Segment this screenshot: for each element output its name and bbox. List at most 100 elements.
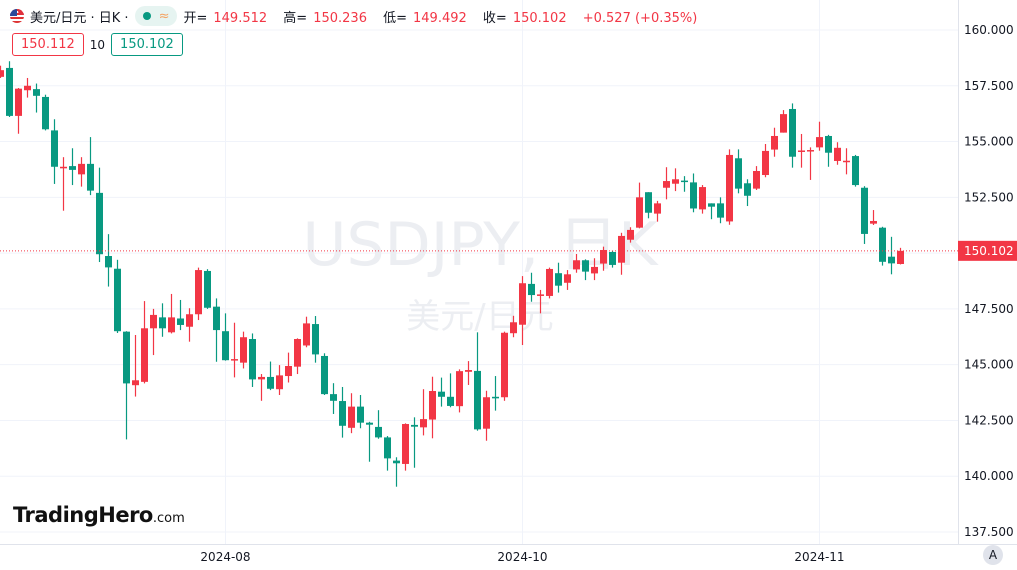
candle-down (267, 361, 274, 391)
candle-down (708, 203, 715, 220)
high-label: 高= (283, 10, 308, 26)
sell-price-button[interactable]: 150.112 (12, 33, 84, 56)
candle-body (708, 203, 715, 207)
candle-up (348, 393, 355, 434)
candle-body (213, 306, 220, 331)
candle-body (330, 394, 337, 401)
candle-body (672, 179, 679, 184)
candle-down (852, 154, 859, 187)
candle-down (393, 457, 400, 487)
grid (0, 0, 958, 544)
candle-body (33, 89, 40, 96)
candle-down (177, 299, 184, 331)
candle-up (231, 322, 238, 378)
candle-up (420, 389, 427, 436)
candle-up (672, 168, 679, 192)
candle-body (555, 273, 562, 286)
candle-down (582, 259, 589, 281)
candle-down (330, 383, 337, 414)
candle-up (834, 142, 841, 165)
candle-down (159, 303, 166, 337)
candle-down (51, 119, 58, 184)
auto-scale-button[interactable]: A (983, 545, 1003, 565)
candle-down (447, 373, 454, 408)
candle-down (42, 94, 49, 131)
price-tick-label: 160.000 (964, 23, 1014, 37)
buy-price-button[interactable]: 150.102 (111, 33, 183, 56)
candle-down (321, 353, 328, 396)
candle-body (645, 192, 652, 213)
candle-body (492, 396, 499, 399)
candle-body (168, 317, 175, 333)
candle-body (690, 182, 697, 209)
watermark-symbol: USDJPY, 日K (303, 210, 660, 280)
candle-up (762, 144, 769, 178)
candle-body (294, 339, 301, 367)
change-value: +0.527 (+0.35%) (582, 10, 698, 26)
candle-down (87, 137, 94, 196)
high-value: 150.236 (313, 10, 367, 26)
candle-up (798, 133, 805, 168)
open-label: 开= (183, 10, 208, 26)
candle-body (384, 437, 391, 459)
candle-body (51, 130, 58, 167)
tradinghero-logo: TradingHero.com (13, 503, 185, 527)
candle-body (888, 256, 895, 264)
candle-body (474, 370, 481, 430)
candle-body (870, 220, 877, 224)
candle-body (735, 158, 742, 189)
ohlc-values: 开= 149.512 高= 150.236 低= 149.492 收= 150.102 … (183, 7, 703, 26)
candle-body (609, 251, 616, 265)
candle-body (141, 328, 148, 382)
candle-up (15, 88, 22, 134)
candle-body (276, 375, 283, 390)
candle-body (312, 324, 319, 355)
candle-up (0, 65, 4, 78)
candle-down (609, 250, 616, 268)
low-label: 低= (383, 10, 408, 26)
symbol-title[interactable]: 美元/日元 · 日K · (30, 10, 129, 26)
candle-down (204, 269, 211, 309)
candle-up (303, 316, 310, 348)
time-tick-label: 2024-08 (200, 550, 250, 564)
candle-up (618, 232, 625, 275)
close-label: 收= (482, 10, 507, 26)
candle-body (231, 359, 238, 361)
candle-down (474, 332, 481, 431)
time-axis[interactable]: 2024-08 2024-10 2024-11 (200, 550, 844, 564)
time-tick-label: 2024-11 (794, 550, 844, 564)
candle-up (537, 289, 544, 314)
candle-body (429, 390, 436, 420)
price-axis[interactable]: 160.000 157.500 155.000 152.500 147.500 145.0… (964, 23, 1014, 539)
candle-up (150, 308, 157, 356)
candle-body (618, 235, 625, 263)
candle-up (636, 182, 643, 229)
candle-body (105, 256, 112, 268)
candle-down (438, 377, 445, 407)
candle-up (816, 121, 823, 151)
candle-down (825, 134, 832, 167)
candle-body (519, 283, 526, 325)
candle-body (393, 460, 400, 464)
candle-body (267, 376, 274, 389)
candle-body (78, 163, 85, 175)
candle-up (546, 267, 553, 299)
price-tick-label: 155.000 (964, 135, 1014, 149)
candle-body (537, 294, 544, 296)
candle-down (222, 313, 229, 361)
close-value: 150.102 (512, 10, 567, 26)
candle-down (528, 272, 535, 302)
candle-body (87, 163, 94, 191)
candle-body (420, 419, 427, 428)
candle-up (276, 365, 283, 396)
candle-down (411, 417, 418, 468)
candle-body (222, 331, 229, 361)
candle-up (429, 376, 436, 439)
status-pill[interactable]: ≈ (134, 6, 178, 26)
candle-body (753, 171, 760, 189)
candle-up (294, 338, 301, 375)
candle-down (33, 83, 40, 113)
candle-body (843, 160, 850, 163)
candle-down (681, 176, 688, 192)
